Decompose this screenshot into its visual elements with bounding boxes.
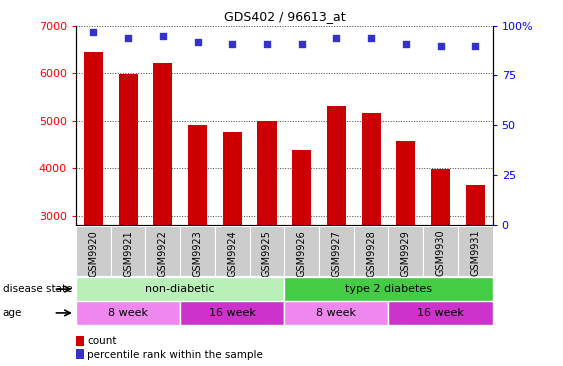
Text: GSM9922: GSM9922 bbox=[158, 230, 168, 277]
Text: GSM9920: GSM9920 bbox=[88, 230, 99, 277]
Text: GSM9931: GSM9931 bbox=[470, 230, 480, 276]
Bar bbox=[84, 52, 103, 225]
Bar bbox=[361, 113, 381, 225]
Point bbox=[227, 41, 237, 46]
Point bbox=[436, 43, 445, 49]
Bar bbox=[354, 226, 388, 276]
Point bbox=[332, 35, 341, 41]
Text: percentile rank within the sample: percentile rank within the sample bbox=[87, 350, 263, 360]
Bar bbox=[215, 226, 249, 276]
Bar bbox=[458, 226, 493, 276]
Text: disease state: disease state bbox=[3, 284, 72, 294]
Bar bbox=[145, 226, 180, 276]
Text: GSM9928: GSM9928 bbox=[366, 230, 376, 277]
Bar bbox=[249, 226, 284, 276]
Text: GSM9923: GSM9923 bbox=[193, 230, 203, 277]
Point bbox=[471, 43, 480, 49]
Text: GSM9929: GSM9929 bbox=[401, 230, 411, 277]
Point bbox=[124, 35, 133, 41]
Text: 8 week: 8 week bbox=[316, 308, 356, 318]
Bar bbox=[319, 226, 354, 276]
Text: GSM9930: GSM9930 bbox=[436, 230, 445, 276]
Text: 8 week: 8 week bbox=[108, 308, 148, 318]
Bar bbox=[431, 169, 450, 225]
Bar bbox=[327, 107, 346, 225]
Title: GDS402 / 96613_at: GDS402 / 96613_at bbox=[224, 10, 345, 23]
Text: GSM9921: GSM9921 bbox=[123, 230, 133, 277]
Text: GSM9927: GSM9927 bbox=[332, 230, 341, 277]
Text: GSM9924: GSM9924 bbox=[227, 230, 237, 277]
Point bbox=[158, 33, 167, 38]
Bar bbox=[76, 226, 111, 276]
Text: GSM9925: GSM9925 bbox=[262, 230, 272, 277]
Bar bbox=[292, 150, 311, 225]
Bar bbox=[423, 226, 458, 276]
Point bbox=[297, 41, 306, 46]
Bar bbox=[284, 277, 493, 301]
Text: GSM9926: GSM9926 bbox=[297, 230, 307, 277]
Bar bbox=[284, 301, 388, 325]
Bar bbox=[396, 141, 415, 225]
Text: age: age bbox=[3, 308, 22, 318]
Bar bbox=[153, 63, 172, 225]
Bar bbox=[257, 121, 276, 225]
Bar bbox=[388, 301, 493, 325]
Bar bbox=[76, 277, 284, 301]
Bar bbox=[466, 185, 485, 225]
Bar bbox=[284, 226, 319, 276]
Text: type 2 diabetes: type 2 diabetes bbox=[345, 284, 432, 294]
Text: 16 week: 16 week bbox=[209, 308, 256, 318]
Text: count: count bbox=[87, 336, 117, 346]
Bar bbox=[388, 226, 423, 276]
Point bbox=[89, 29, 98, 34]
Bar bbox=[111, 226, 145, 276]
Text: non-diabetic: non-diabetic bbox=[145, 284, 215, 294]
Point bbox=[193, 39, 202, 45]
Bar bbox=[180, 301, 284, 325]
Text: 16 week: 16 week bbox=[417, 308, 464, 318]
Bar bbox=[180, 226, 215, 276]
Bar bbox=[188, 125, 207, 225]
Bar bbox=[223, 131, 242, 225]
Point bbox=[367, 35, 376, 41]
Point bbox=[401, 41, 410, 46]
Bar bbox=[119, 74, 137, 225]
Bar bbox=[76, 301, 180, 325]
Point bbox=[262, 41, 271, 46]
